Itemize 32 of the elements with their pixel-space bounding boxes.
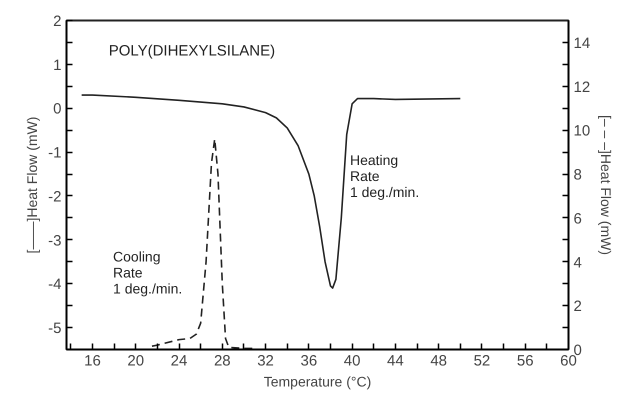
y-tick-label: -3 — [48, 232, 62, 250]
y-tick-label: -5 — [48, 320, 62, 338]
annotation: Cooling Rate 1 deg./min. — [113, 248, 182, 297]
y-tick-label: -1 — [48, 144, 62, 162]
y2-tick-label: 2 — [574, 298, 582, 316]
x-tick-label: 40 — [344, 352, 360, 370]
x-tick-label: 20 — [127, 352, 144, 370]
x-tick-label: 44 — [387, 352, 404, 370]
x-tick-label: 16 — [84, 352, 101, 370]
y2-axis-title: [– – –]Heat Flow (mW) — [598, 114, 614, 256]
annotation: Heating Rate 1 deg./min. — [350, 152, 420, 200]
y-tick-label: 2 — [53, 13, 62, 30]
x-tick-label: 52 — [474, 352, 490, 370]
y-tick-label: 0 — [53, 100, 62, 118]
y2-tick-label: 14 — [574, 34, 590, 52]
y2-tick-label: 10 — [574, 122, 590, 140]
y-tick-label: 1 — [53, 56, 62, 74]
y-tick-label: -2 — [48, 188, 62, 206]
y2-tick-label: 4 — [574, 254, 582, 272]
y-tick-label: -4 — [48, 276, 62, 294]
y2-tick-label: 12 — [574, 78, 590, 96]
x-tick-label: 36 — [300, 352, 318, 370]
x-tick-label: 32 — [257, 352, 274, 370]
x-tick-label: 56 — [516, 352, 534, 370]
x-tick-label: 28 — [214, 352, 231, 370]
text: POLY(DIHEXYLSILANE) — [108, 42, 276, 60]
y-axis-title: [——]Heat Flow (mW) — [24, 116, 40, 254]
y2-tick-label: 8 — [574, 166, 582, 184]
y2-tick-label: 6 — [574, 210, 582, 228]
x-tick-label: 48 — [430, 352, 448, 370]
x-axis-title: Temperature (°C) — [264, 374, 372, 390]
x-tick-label: 24 — [170, 352, 188, 370]
